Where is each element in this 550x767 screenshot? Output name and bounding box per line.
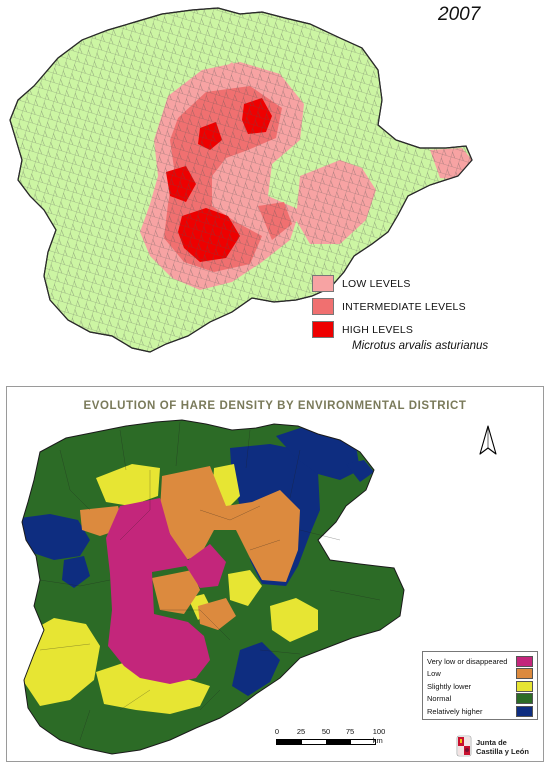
- district-boundaries: [39, 421, 381, 741]
- legend-label: Relatively higher: [427, 706, 483, 716]
- logo-text: Junta de Castilla y León: [476, 738, 529, 756]
- legend-label: Very low or disappeared: [427, 656, 508, 666]
- north-arrow-icon: [479, 425, 497, 455]
- legend-item-intermediate-levels: INTERMEDIATE LEVELS: [312, 295, 532, 318]
- legend-item-very-low: Very low or disappeared: [427, 655, 533, 668]
- legend-item-low: Low: [427, 668, 533, 681]
- legend-label: Normal: [427, 694, 452, 704]
- scale-labels: 0 25 50 75 100 km: [274, 727, 385, 745]
- legend-item-relatively-higher: Relatively higher: [427, 705, 533, 718]
- scale-tick-label: 25: [296, 727, 306, 736]
- bottom-district-map: [21, 419, 497, 755]
- legend-label: LOW LEVELS: [342, 277, 411, 290]
- legend-item-slightly-lower: Slightly lower: [427, 680, 533, 693]
- map-year-label: 2007: [438, 4, 481, 25]
- legend-swatch: [516, 680, 533, 692]
- scale-bar: 0 25 50 75 100 km: [274, 727, 385, 745]
- legend-label: Low: [427, 669, 441, 679]
- legend-label: INTERMEDIATE LEVELS: [342, 300, 466, 313]
- legend-swatch: [516, 655, 533, 667]
- hare-density-title: EVOLUTION OF HARE DENSITY BY ENVIRONMENT…: [83, 400, 467, 412]
- legend-swatch: [312, 298, 334, 315]
- top-choropleth-map: [9, 7, 473, 353]
- hare-density-legend: Very low or disappeared Low Slightly low…: [422, 651, 538, 720]
- hare-density-panel: [6, 386, 544, 762]
- top-map-legend: LOW LEVELS INTERMEDIATE LEVELS HIGH LEVE…: [312, 272, 532, 341]
- logo-line-1: Junta de: [476, 738, 507, 747]
- coat-of-arms-icon: [456, 735, 472, 757]
- scale-tick-label: 50: [321, 727, 331, 736]
- legend-label: Slightly lower: [427, 681, 472, 691]
- scale-tick-label: 100 km: [372, 727, 386, 745]
- legend-swatch: [312, 275, 334, 292]
- junta-castilla-leon-logo: Junta de Castilla y León: [456, 734, 546, 762]
- legend-item-high-levels: HIGH LEVELS: [312, 318, 532, 341]
- legend-label: HIGH LEVELS: [342, 323, 414, 336]
- legend-swatch: [516, 693, 533, 705]
- scale-bar-graphic: [276, 739, 376, 745]
- legend-item-low-levels: LOW LEVELS: [312, 272, 532, 295]
- logo-line-2: Castilla y León: [476, 747, 529, 756]
- legend-swatch: [312, 321, 334, 338]
- species-name: Microtus arvalis asturianus: [352, 340, 489, 352]
- legend-item-normal: Normal: [427, 693, 533, 706]
- scale-tick-label: 75: [345, 727, 355, 736]
- scale-tick-label: 0: [274, 727, 280, 736]
- legend-swatch: [516, 668, 533, 680]
- legend-swatch: [516, 705, 533, 717]
